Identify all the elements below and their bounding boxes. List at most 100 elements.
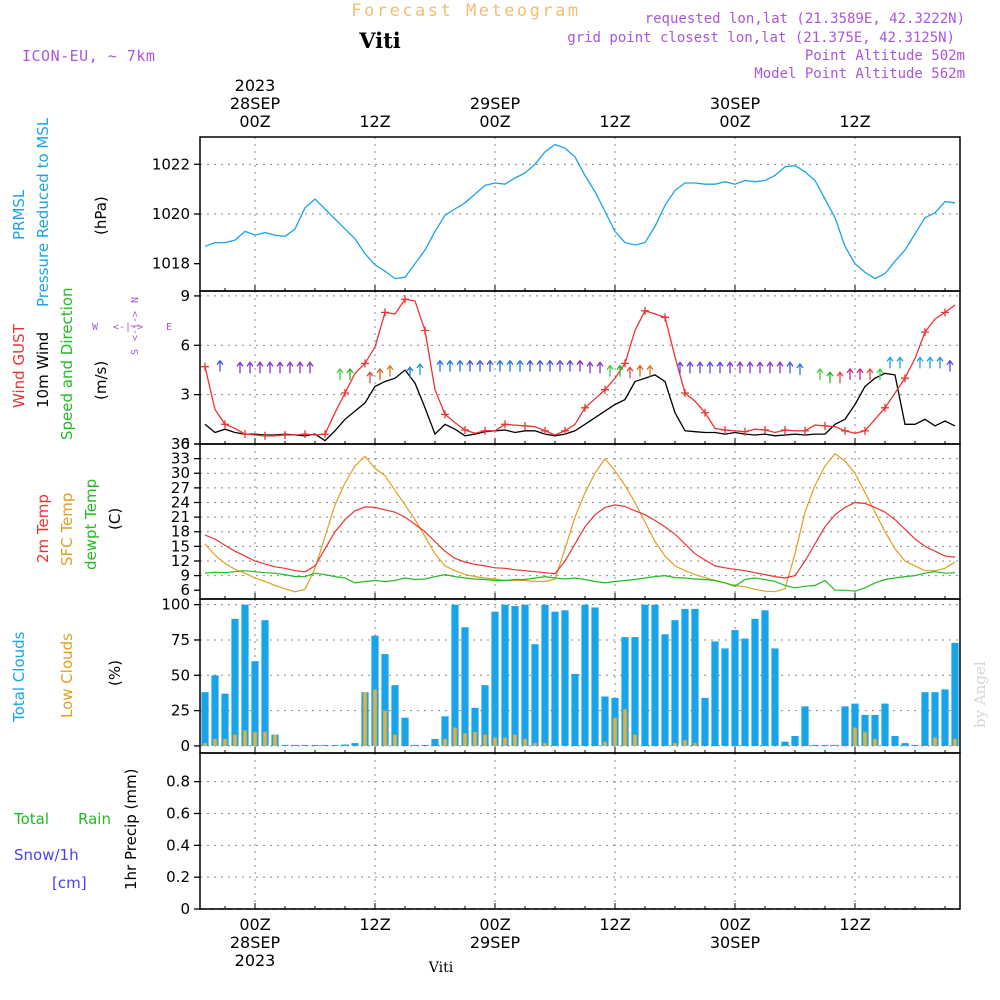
wind-direction-arrow: [386, 364, 394, 377]
bottom-time-label: 12Z: [359, 915, 390, 934]
total-cloud-bar: [641, 604, 649, 746]
wind-direction-arrow: [246, 361, 254, 374]
low-cloud-bar: [483, 734, 487, 746]
gust-marker: [381, 308, 389, 317]
wind-direction-arrow: [856, 367, 864, 380]
wind-direction-arrow: [436, 359, 444, 372]
wind-direction-arrow: [746, 361, 754, 374]
total-cloud-bar: [301, 744, 309, 746]
gust-marker: [861, 426, 869, 435]
gust-marker: [541, 426, 549, 435]
wind-direction-arrow: [816, 367, 824, 380]
total-cloud-bar: [931, 692, 939, 746]
wind-direction-arrow: [606, 364, 614, 377]
low-cloud-bar: [443, 738, 447, 746]
gust-marker: [261, 431, 269, 440]
total-cloud-bar: [831, 744, 839, 746]
wind-direction-arrow: [416, 362, 424, 375]
total-cloud-bar: [201, 692, 209, 746]
wind-direction-arrow: [676, 361, 684, 374]
wind-direction-arrow: [256, 361, 264, 374]
wind-speed-line: [204, 369, 956, 442]
wind-unit: (m/s): [92, 361, 110, 400]
total-cloud-bar: [571, 673, 579, 746]
low-cloud-bar: [693, 743, 697, 746]
low-cloud-bar: [683, 740, 687, 746]
low-clouds-label: Low Clouds: [58, 633, 76, 718]
gust-marker: [441, 410, 449, 419]
gust-marker: [201, 362, 209, 371]
low-cloud-bar: [233, 734, 237, 746]
wind-direction-arrow: [286, 361, 294, 374]
total-cloud-bar: [411, 744, 419, 746]
ytick-label-temperature: 27: [171, 479, 190, 497]
precip-unit: 1hr Precip (mm): [122, 769, 140, 890]
gust-marker: [941, 308, 949, 317]
total-cloud-bar: [401, 717, 409, 746]
wind-direction-arrow: [646, 364, 654, 377]
bottom-time-label: 00Z: [239, 915, 270, 934]
gust-marker: [461, 426, 469, 435]
low-cloud-bar: [953, 738, 957, 746]
ytick-label-wind: 6: [180, 336, 190, 354]
low-cloud-bar: [673, 743, 677, 746]
total-cloud-bar: [561, 610, 569, 746]
temp-dewpt-label: dewpt Temp: [82, 479, 100, 570]
clouds-unit: (%): [106, 660, 124, 686]
total-cloud-bar: [911, 744, 919, 746]
wind-direction-arrow: [756, 361, 764, 374]
gust-marker: [681, 389, 689, 397]
axis-layer: 1018102010220369691215182124273033360255…: [152, 76, 961, 970]
gust-marker: [601, 385, 609, 394]
total-clouds-label: Total Clouds: [10, 631, 28, 723]
low-cloud-bar: [503, 737, 507, 746]
total-cloud-bar: [211, 675, 219, 746]
gust-marker: [741, 427, 749, 436]
gust-marker: [781, 426, 789, 435]
wind-direction-arrow: [726, 361, 734, 374]
ytick-label-temperature: 33: [171, 450, 190, 468]
compass-rose: N <-|-> S W <-|-> E: [92, 297, 172, 355]
low-cloud-bar: [473, 731, 477, 746]
low-cloud-bar: [493, 737, 497, 746]
gust-marker: [761, 426, 769, 435]
top-time-label: 12Z: [599, 112, 630, 131]
ytick-label-wind: 9: [180, 287, 190, 305]
low-cloud-bar: [263, 731, 267, 746]
wind-10m-label: 10m Wind: [34, 332, 52, 408]
low-cloud-bar: [243, 730, 247, 746]
pressure-label-full: Pressure Reduced to MSL: [34, 117, 52, 307]
grid-point-coordinates: grid point closest lon,lat (21.375E, 42.…: [567, 30, 955, 46]
temp-2m-line: [204, 501, 956, 579]
wind-direction-arrow: [826, 371, 834, 384]
wind-direction-arrow: [276, 361, 284, 374]
gust-marker: [361, 359, 369, 368]
cloud-labels: Total Clouds Low Clouds (%): [10, 631, 124, 723]
ytick-label-temperature: 6: [180, 581, 190, 599]
ytick-label-precipitation: 0: [180, 900, 190, 918]
bottom-time-label: 12Z: [599, 915, 630, 934]
wind-direction-arrow: [496, 359, 504, 372]
low-cloud-bar: [863, 731, 867, 746]
ytick-label-temperature: 12: [171, 552, 190, 570]
ytick-label-precipitation: 0.2: [166, 868, 190, 886]
compass-axis: <-|->: [130, 311, 141, 341]
pressure-line: [204, 143, 956, 280]
gust-marker: [821, 421, 829, 430]
low-cloud-bar: [933, 737, 937, 746]
series-layer: [200, 143, 960, 910]
ytick-label-temperature: 18: [171, 523, 190, 541]
gust-marker: [521, 421, 529, 430]
panel-frame-precipitation: [199, 752, 961, 910]
gust-marker: [281, 430, 289, 439]
total-cloud-bar: [541, 604, 549, 746]
top-time-label: 30SEP: [710, 94, 761, 113]
ytick-label-precipitation: 0.6: [166, 804, 190, 822]
total-cloud-bar: [941, 689, 949, 746]
total-cloud-bar: [471, 707, 479, 746]
low-cloud-bar: [373, 689, 377, 746]
total-cloud-bar: [351, 743, 359, 746]
low-cloud-bar: [873, 738, 877, 746]
gust-marker: [721, 426, 729, 435]
